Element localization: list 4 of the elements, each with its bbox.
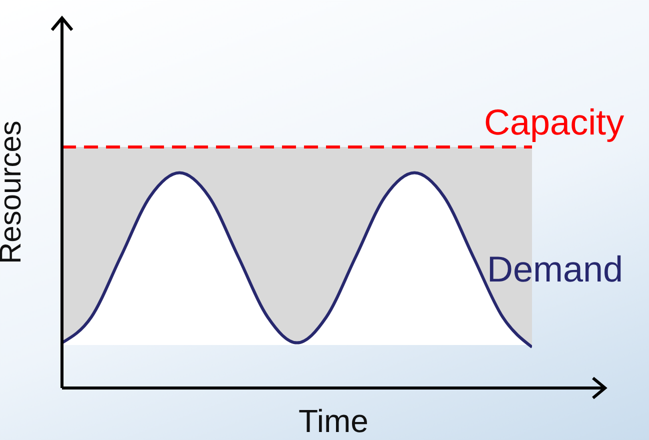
y-axis-title: Resources	[0, 120, 28, 264]
ref-line-label: Capacity	[484, 101, 624, 142]
series-label: Demand	[487, 248, 624, 290]
x-axis-title: Time	[298, 403, 368, 439]
